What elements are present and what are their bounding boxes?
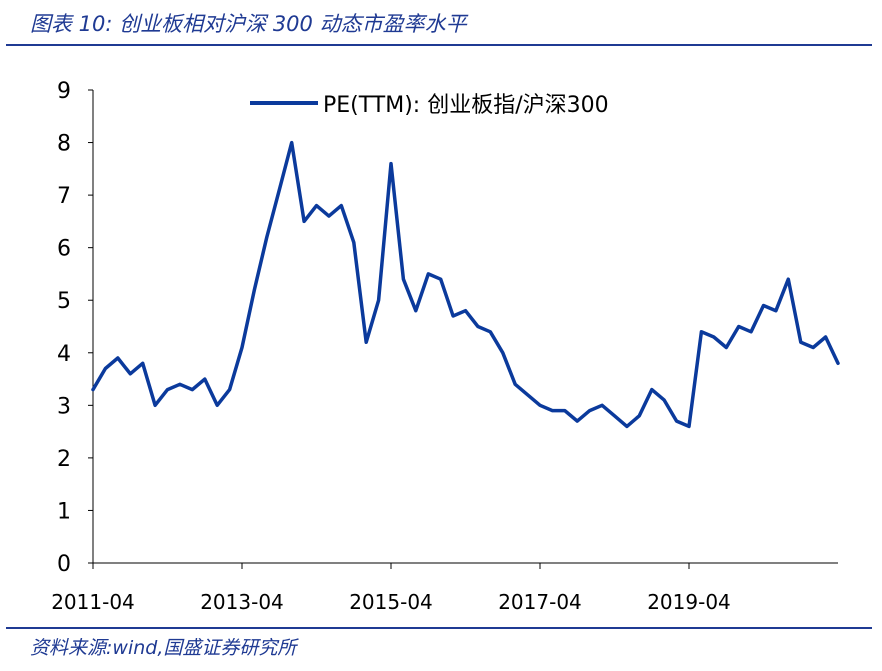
x-tick-label: 2019-04 [647, 590, 731, 614]
series-line-pe-ratio [91, 140, 840, 429]
y-tick-label: 5 [57, 289, 71, 314]
x-tick-label: 2015-04 [349, 590, 433, 614]
y-tick-label: 4 [57, 342, 71, 367]
x-tick-label: 2017-04 [498, 590, 582, 614]
y-tick-label: 3 [57, 394, 71, 419]
x-tick-labels: 2011-04 2013-04 2015-04 2017-04 2019-04 [51, 590, 731, 614]
x-tick-label: 2011-04 [51, 590, 135, 614]
x-tick-label: 2013-04 [200, 590, 284, 614]
source-overline [6, 627, 872, 629]
y-tick-label: 9 [57, 79, 71, 104]
source-note: 资料来源:wind,国盛证券研究所 [30, 637, 297, 659]
title-underline [6, 44, 872, 46]
y-tick-label: 0 [57, 552, 71, 577]
y-tick-labels: 0 1 2 3 4 5 6 7 8 9 [57, 79, 71, 577]
chart-axes [88, 89, 838, 569]
y-tick-label: 7 [57, 184, 71, 209]
y-tick-label: 2 [57, 447, 71, 472]
legend-label: PE(TTM): 创业板指/沪深300 [323, 93, 609, 118]
y-tick-label: 8 [57, 132, 71, 157]
chart-legend: PE(TTM): 创业板指/沪深300 [250, 93, 609, 118]
y-tick-label: 6 [57, 237, 71, 262]
figure-title: 图表 10: 创业板相对沪深 300 动态市盈率水平 [30, 12, 467, 36]
y-tick-label: 1 [57, 499, 71, 524]
